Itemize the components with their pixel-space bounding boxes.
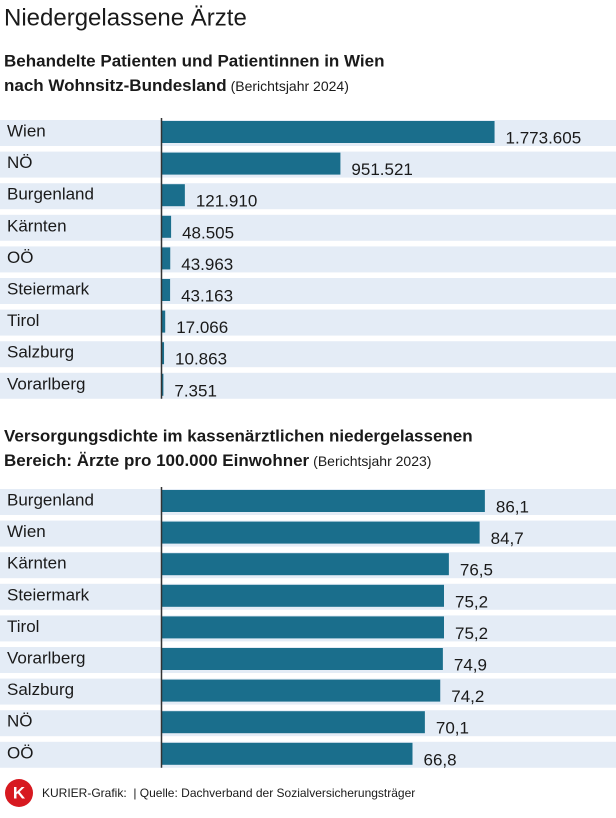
bar [162, 711, 425, 734]
row-band [0, 214, 616, 241]
row-band [0, 278, 616, 304]
value-label: 43.963 [181, 255, 233, 274]
category-label: Burgenland [7, 185, 94, 204]
value-label: 74,9 [454, 655, 487, 674]
category-label: Steiermark [7, 279, 90, 298]
bar [162, 310, 166, 333]
value-label: 66,8 [424, 750, 457, 769]
category-label: Salzburg [7, 680, 74, 699]
bar [162, 279, 171, 301]
bar [162, 121, 495, 143]
category-label: Tirol [7, 311, 39, 330]
row-band [0, 309, 616, 336]
chart-title: Bereich: Ärzte pro 100.000 Einwohner [4, 451, 310, 470]
row-band [0, 246, 616, 273]
category-label: NÖ [7, 153, 33, 172]
category-label: OÖ [7, 743, 33, 762]
category-label: OÖ [7, 248, 33, 267]
chart-title: Behandelte Patienten und Patientinnen in… [4, 51, 385, 70]
category-label: Salzburg [7, 343, 74, 362]
bar [162, 247, 171, 270]
value-label: 86,1 [496, 497, 529, 516]
logo-badge [5, 779, 33, 807]
category-label: NÖ [7, 712, 33, 731]
bar [162, 184, 185, 207]
category-label: Wien [7, 522, 46, 541]
bar [162, 215, 172, 238]
chart-subtitle: (Berichtsjahr 2023) [313, 453, 431, 469]
category-label: Steiermark [7, 585, 90, 604]
main-title: Niedergelassene Ärzte [4, 4, 247, 31]
value-label: 74,2 [451, 687, 484, 706]
bar [162, 584, 444, 607]
bar [162, 342, 165, 365]
bar [162, 521, 480, 544]
bar [162, 152, 341, 175]
category-label: Kärnten [7, 554, 67, 573]
category-label: Vorarlberg [7, 648, 85, 667]
bar [162, 490, 485, 512]
bar [162, 616, 444, 639]
value-label: 48.505 [182, 223, 234, 242]
bar [162, 553, 449, 576]
value-label: 1.773.605 [506, 128, 582, 147]
chart-title-line: nach Wohnsitz-Bundesland (Berichtsjahr 20… [4, 76, 349, 95]
bar [162, 373, 164, 396]
category-label: Wien [7, 121, 46, 140]
category-label: Vorarlberg [7, 374, 85, 393]
bar [162, 679, 441, 702]
chart-subtitle: (Berichtsjahr 2024) [231, 78, 349, 94]
category-label: Kärnten [7, 216, 67, 235]
value-label: 10.863 [175, 350, 227, 369]
category-label: Tirol [7, 617, 39, 636]
value-label: 76,5 [460, 561, 493, 580]
category-label: Burgenland [7, 490, 94, 509]
value-label: 75,2 [455, 624, 488, 643]
row-band [0, 372, 616, 399]
value-label: 7.351 [174, 381, 217, 400]
chart-title-line: Bereich: Ärzte pro 100.000 Einwohner (Ber… [4, 451, 431, 470]
logo: K [13, 783, 26, 802]
row-band [0, 183, 616, 210]
row-band [0, 341, 616, 368]
value-label: 75,2 [455, 592, 488, 611]
value-label: 121.910 [196, 192, 257, 211]
value-label: 43.163 [181, 286, 233, 305]
bar [162, 648, 443, 670]
value-label: 70,1 [436, 719, 469, 738]
value-label: 951.521 [351, 160, 412, 179]
chart-title: Versorgungsdichte im kassenärztlichen ni… [4, 426, 473, 445]
value-label: 84,7 [491, 529, 524, 548]
chart-title: nach Wohnsitz-Bundesland [4, 76, 227, 95]
value-label: 17.066 [176, 318, 228, 337]
source: KURIER-Grafik: | Quelle: Dachverband der… [42, 786, 415, 800]
bar [162, 742, 413, 765]
